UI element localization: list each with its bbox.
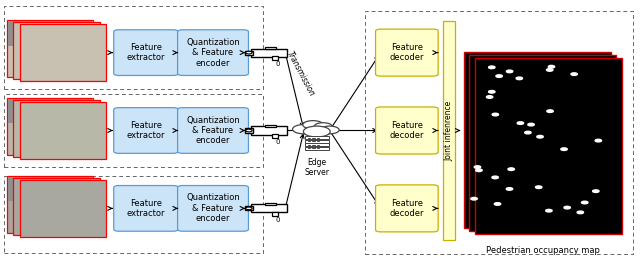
FancyBboxPatch shape	[20, 102, 106, 159]
FancyBboxPatch shape	[265, 47, 276, 49]
FancyBboxPatch shape	[252, 126, 287, 135]
FancyBboxPatch shape	[8, 99, 92, 123]
FancyBboxPatch shape	[265, 125, 276, 127]
Text: Pedestrian occupancy map: Pedestrian occupancy map	[486, 246, 600, 255]
Circle shape	[548, 66, 555, 68]
Circle shape	[571, 73, 577, 75]
Circle shape	[561, 148, 567, 150]
FancyBboxPatch shape	[244, 51, 253, 55]
FancyBboxPatch shape	[252, 49, 287, 57]
Circle shape	[303, 126, 330, 137]
Bar	[464, 52, 611, 228]
Circle shape	[564, 206, 570, 209]
FancyBboxPatch shape	[177, 186, 248, 231]
Bar	[305, 143, 329, 146]
Circle shape	[488, 66, 495, 69]
FancyBboxPatch shape	[376, 107, 438, 154]
Text: Feature
extractor: Feature extractor	[127, 121, 165, 140]
Circle shape	[303, 121, 323, 129]
FancyBboxPatch shape	[7, 20, 93, 77]
Text: 0: 0	[276, 61, 280, 67]
FancyBboxPatch shape	[8, 21, 92, 46]
Circle shape	[476, 169, 482, 171]
Text: Feature
extractor: Feature extractor	[127, 43, 165, 62]
Circle shape	[488, 91, 495, 93]
FancyBboxPatch shape	[20, 24, 106, 81]
Text: Transmission: Transmission	[285, 49, 316, 97]
Text: Feature
decoder: Feature decoder	[390, 121, 424, 140]
FancyBboxPatch shape	[271, 212, 278, 216]
Bar	[305, 136, 329, 139]
Circle shape	[474, 166, 481, 168]
Text: Feature
extractor: Feature extractor	[127, 199, 165, 218]
Circle shape	[246, 207, 252, 210]
FancyBboxPatch shape	[114, 30, 178, 75]
Circle shape	[525, 131, 531, 134]
Bar	[475, 58, 622, 234]
Text: 0: 0	[276, 217, 280, 223]
FancyBboxPatch shape	[13, 178, 100, 235]
FancyBboxPatch shape	[252, 204, 287, 212]
FancyBboxPatch shape	[244, 128, 253, 133]
Circle shape	[595, 139, 602, 142]
Circle shape	[582, 201, 588, 204]
Circle shape	[492, 176, 499, 179]
Circle shape	[246, 51, 252, 54]
Text: Feature
decoder: Feature decoder	[390, 199, 424, 218]
Circle shape	[471, 197, 477, 200]
FancyBboxPatch shape	[376, 29, 438, 76]
FancyBboxPatch shape	[7, 98, 93, 155]
Circle shape	[508, 168, 515, 170]
FancyBboxPatch shape	[376, 185, 438, 232]
Bar	[305, 147, 329, 150]
Circle shape	[547, 110, 553, 112]
FancyBboxPatch shape	[114, 186, 178, 231]
Circle shape	[536, 186, 542, 188]
Text: Joint infenrence: Joint infenrence	[445, 100, 454, 161]
Circle shape	[246, 129, 252, 132]
Bar	[4, 6, 262, 89]
FancyBboxPatch shape	[177, 108, 248, 153]
Bar	[469, 55, 616, 231]
Circle shape	[496, 75, 502, 77]
FancyBboxPatch shape	[13, 100, 100, 157]
Text: Quantization
& Feature
encoder: Quantization & Feature encoder	[186, 193, 240, 223]
Bar	[365, 11, 633, 254]
FancyBboxPatch shape	[20, 180, 106, 237]
Text: Quantization
& Feature
encoder: Quantization & Feature encoder	[186, 116, 240, 145]
FancyBboxPatch shape	[265, 203, 276, 205]
FancyBboxPatch shape	[177, 30, 248, 75]
Circle shape	[517, 122, 524, 124]
Circle shape	[547, 69, 553, 71]
Bar	[443, 21, 456, 240]
Bar	[4, 176, 262, 252]
FancyBboxPatch shape	[244, 206, 253, 210]
Text: Feature
decoder: Feature decoder	[390, 43, 424, 62]
Text: Quantization
& Feature
encoder: Quantization & Feature encoder	[186, 38, 240, 68]
Circle shape	[486, 96, 493, 98]
FancyBboxPatch shape	[7, 176, 93, 233]
Circle shape	[593, 190, 599, 192]
Circle shape	[320, 126, 339, 134]
FancyBboxPatch shape	[114, 108, 178, 153]
Circle shape	[577, 211, 584, 214]
Bar	[305, 140, 329, 143]
FancyBboxPatch shape	[271, 56, 278, 60]
Text: Edge
Server: Edge Server	[304, 158, 330, 177]
Circle shape	[528, 123, 534, 126]
FancyBboxPatch shape	[13, 22, 100, 79]
Circle shape	[492, 113, 499, 116]
Circle shape	[506, 188, 513, 190]
Circle shape	[537, 135, 543, 138]
Bar	[4, 94, 262, 167]
Circle shape	[506, 70, 513, 73]
FancyBboxPatch shape	[8, 177, 92, 201]
Circle shape	[516, 77, 522, 80]
FancyBboxPatch shape	[271, 134, 278, 138]
Circle shape	[314, 123, 332, 130]
Text: 0: 0	[276, 139, 280, 145]
Circle shape	[292, 124, 316, 134]
Circle shape	[494, 203, 500, 205]
Circle shape	[546, 209, 552, 212]
